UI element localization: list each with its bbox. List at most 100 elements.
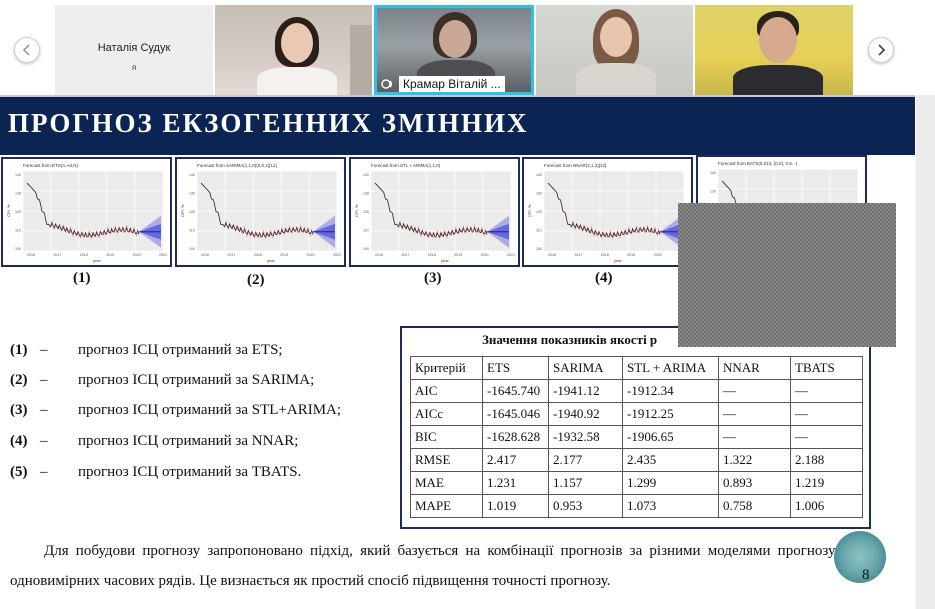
table-cell: RMSE xyxy=(410,448,483,472)
tick-label: 2019 xyxy=(454,253,462,257)
participant-avatar xyxy=(215,5,372,95)
prev-participants-button[interactable] xyxy=(14,37,40,63)
table-cell: — xyxy=(718,425,791,449)
legend-item-4: (4) – прогноз ІСЦ отриманий за NNAR; xyxy=(10,433,299,449)
tick-label: 2016 xyxy=(201,253,209,257)
table-cell: — xyxy=(718,402,791,426)
table-cell: 1.322 xyxy=(718,448,791,472)
table-cell: 2.188 xyxy=(790,448,863,472)
tick-label: 2018 xyxy=(254,253,262,257)
fitted-line xyxy=(223,219,314,240)
participant-video-4[interactable] xyxy=(695,5,853,95)
table-row: RMSE 2.417 2.177 2.435 1.322 2.188 xyxy=(410,448,863,472)
legend-item-5: (5) – прогноз ІСЦ отриманий за TBATS. xyxy=(10,464,302,480)
tick-label: 2020 xyxy=(654,253,662,257)
tick-label: 130 xyxy=(536,192,542,196)
participant-strip: Наталія Судук я Крамар Віталій ... xyxy=(0,0,935,109)
chart-caption-1: (1) xyxy=(73,270,91,286)
forecast-chart-1: Forecast from ETS(A,Ad,N) CPI, % 140 130 120… xyxy=(1,157,172,267)
camera-preview-bubble[interactable] xyxy=(834,531,886,583)
next-participants-button[interactable] xyxy=(868,37,894,63)
table-cell: 1.019 xyxy=(482,494,549,518)
tick-label: 120 xyxy=(536,210,542,214)
participant-name: Наталія Судук xyxy=(97,42,171,54)
tick-label: 2019 xyxy=(280,253,288,257)
tick-label: 2018 xyxy=(601,253,609,257)
table-header: SARIMA xyxy=(548,356,623,380)
table-cell: 1.006 xyxy=(790,494,863,518)
tick-label: 2020 xyxy=(133,253,141,257)
legend-item-2: (2) – прогноз ІСЦ отриманий за SARIMA; xyxy=(10,372,315,388)
table-header: NNAR xyxy=(718,356,791,380)
tick-label: 2021 xyxy=(333,253,341,257)
slide-title-bar: ПРОГНОЗ ЕКЗОГЕННИХ ЗМІННИХ xyxy=(0,95,915,155)
participant-self-label: я xyxy=(131,63,137,72)
series-line xyxy=(547,182,661,238)
forecast-chart-2: Forecast from SARIMA(1,1,0)(0,0,1)[12] CP… xyxy=(175,157,346,267)
series-line xyxy=(374,182,488,238)
slide-paragraph: Для побудови прогнозу запропоновано підх… xyxy=(10,543,872,589)
table-row: AIC -1645.740 -1941.12 -1912.34— — xyxy=(410,379,863,403)
tick-label: 120 xyxy=(363,210,369,214)
tick-label: 2021 xyxy=(159,253,167,257)
chart-heading: Forecast from ETS(A,Ad,N) xyxy=(23,163,79,168)
table-cell: -1912.34 xyxy=(622,379,719,403)
participant-avatar xyxy=(536,5,693,95)
table-cell: -1912.25 xyxy=(622,402,719,426)
table-cell: -1941.12 xyxy=(548,379,623,403)
table-cell: 1.219 xyxy=(790,471,863,495)
tick-label: 110 xyxy=(189,229,195,233)
participant-tile-natalia[interactable]: Наталія Судук я xyxy=(55,5,213,95)
table-cell: -1932.58 xyxy=(548,425,623,449)
forecast-chart-4: Forecast from NNAR(2,1,2)[12] CPI, % 140 13… xyxy=(522,157,693,267)
table-cell: AIC xyxy=(410,379,483,403)
table-cell: 0.758 xyxy=(718,494,791,518)
shared-slide: ПРОГНОЗ ЕКЗОГЕННИХ ЗМІННИХ Forecast from… xyxy=(0,95,935,609)
table-cell: 1.231 xyxy=(482,471,549,495)
tick-label: 120 xyxy=(189,210,195,214)
slide-title: ПРОГНОЗ ЕКЗОГЕННИХ ЗМІННИХ xyxy=(8,108,529,138)
table-cell: 0.893 xyxy=(718,471,791,495)
participant-video-1[interactable] xyxy=(215,5,372,95)
tick-label: 2019 xyxy=(106,253,114,257)
tick-label: 110 xyxy=(536,229,542,233)
audio-wave-icon xyxy=(381,78,393,89)
tick-label: 2016 xyxy=(548,253,556,257)
participant-video-3[interactable] xyxy=(536,5,693,95)
table-cell: 2.177 xyxy=(548,448,623,472)
chart-caption-3: (3) xyxy=(424,270,442,286)
chevron-left-icon xyxy=(22,44,30,56)
table-cell: -1645.046 xyxy=(482,402,549,426)
tick-label: 140 xyxy=(363,173,369,177)
fitted-line xyxy=(570,219,661,240)
chart-caption-2: (2) xyxy=(247,272,265,288)
table-row: AICc -1645.046 -1940.92 -1912.25— — xyxy=(410,402,863,426)
video-placeholder-overlay xyxy=(678,203,896,347)
tick-label: 110 xyxy=(363,229,369,233)
tick-label: 110 xyxy=(15,229,21,233)
participant-video-active[interactable]: Крамар Віталій ... xyxy=(374,5,534,95)
table-header: ETS xyxy=(482,356,549,380)
tick-label: 140 xyxy=(15,173,21,177)
table-row: BIC -1628.628 -1932.58 -1906.65— — xyxy=(410,425,863,449)
axis-label: year xyxy=(441,258,449,263)
table-cell: -1645.740 xyxy=(482,379,549,403)
tick-label: 130 xyxy=(15,192,21,196)
forecast-chart-3: Forecast from STL + ARIMA(1,1,0) CPI, % 14… xyxy=(349,157,520,267)
tick-label: 2019 xyxy=(627,253,635,257)
tick-label: 2020 xyxy=(481,253,489,257)
tick-label: 100 xyxy=(15,247,21,251)
tick-label: 2017 xyxy=(574,253,582,257)
tick-label: 2016 xyxy=(27,253,35,257)
table-cell: — xyxy=(790,402,863,426)
table-header-row: Критерій ETS SARIMA STL + ARIMA NNAR TBA… xyxy=(410,356,863,380)
axis-label: year xyxy=(267,258,275,263)
page-number: 8 xyxy=(862,567,870,583)
tick-label: 2017 xyxy=(401,253,409,257)
tick-label: 2020 xyxy=(307,253,315,257)
table-header: TBATS xyxy=(790,356,863,380)
tick-label: 130 xyxy=(710,190,716,194)
table-header: Критерій xyxy=(410,356,483,380)
series-line xyxy=(200,182,314,238)
table-cell: 1.073 xyxy=(622,494,719,518)
